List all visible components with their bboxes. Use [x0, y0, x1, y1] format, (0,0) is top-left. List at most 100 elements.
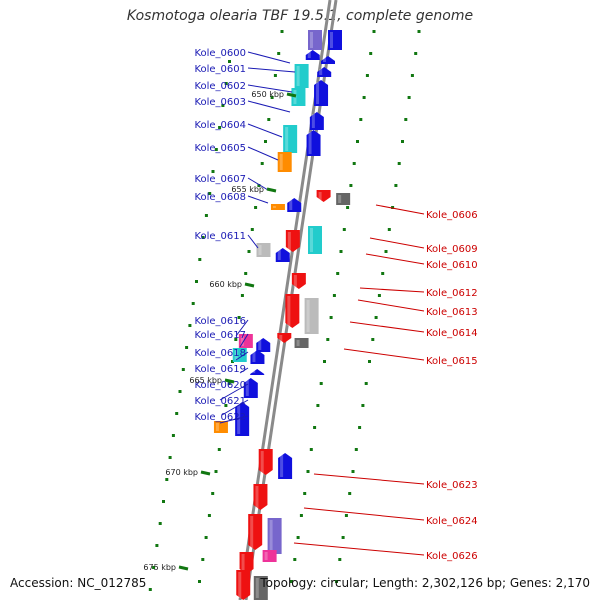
- guide-dot: [336, 272, 340, 275]
- guide-dot: [178, 390, 182, 393]
- gene-feature-highlight: [285, 127, 289, 151]
- gene-feature-highlight: [308, 132, 312, 154]
- guide-dot: [231, 360, 234, 363]
- gene-label-left: Kole_0605: [194, 143, 246, 154]
- guide-dot: [148, 588, 152, 591]
- guide-dot: [352, 162, 356, 165]
- guide-dot: [391, 206, 395, 209]
- gene-label-right: Kole_0612: [426, 288, 478, 299]
- label-leader-line: [235, 351, 249, 361]
- darkgray-gene-feature: [336, 193, 351, 205]
- guide-dot: [257, 184, 261, 187]
- guide-dot: [224, 404, 228, 407]
- gene-label-left: Kole_0619: [194, 364, 246, 375]
- red-gene-feature: [316, 190, 331, 202]
- guide-dot: [371, 338, 375, 341]
- gene-label-right: Kole_0615: [426, 356, 478, 367]
- gene-feature-highlight: [255, 578, 259, 598]
- orange-gene-feature: [270, 204, 285, 210]
- gene-feature-highlight: [272, 206, 276, 208]
- gene-feature-highlight: [252, 371, 256, 373]
- guide-dot: [319, 382, 323, 385]
- red-gene-feature: [285, 294, 300, 328]
- gene-feature-highlight: [234, 350, 238, 360]
- red-gene-feature: [239, 552, 254, 574]
- kbp-tick-mark: [244, 282, 255, 288]
- kbp-scale-label: 655 kbp: [231, 185, 264, 194]
- guide-dot: [188, 324, 192, 327]
- cyan-gene-feature: [308, 226, 322, 254]
- guide-dot: [338, 558, 342, 561]
- guide-dot: [264, 140, 267, 143]
- label-leader-line: [359, 287, 425, 293]
- blue-gene-feature: [328, 30, 342, 50]
- guide-dot: [365, 74, 369, 77]
- guide-dot: [244, 272, 248, 275]
- darkgray-gene-feature: [253, 576, 268, 600]
- guide-dot: [407, 96, 411, 99]
- guide-dot: [158, 522, 162, 525]
- guide-dot: [191, 302, 195, 305]
- blue-gene-feature: [278, 453, 293, 479]
- gene-label-left: Kole_0611: [194, 231, 246, 242]
- guide-dot: [201, 558, 205, 561]
- guide-dot: [372, 30, 376, 33]
- gene-feature-highlight: [280, 455, 284, 477]
- guide-dot: [329, 316, 333, 319]
- guide-dot: [214, 470, 218, 473]
- guide-dot: [346, 206, 350, 209]
- kbp-scale-label: 650 kbp: [251, 90, 284, 99]
- gene-label-left: Kole_0602: [194, 81, 246, 92]
- guide-dot: [273, 74, 277, 77]
- guide-dot: [335, 580, 338, 583]
- guide-dot: [207, 514, 211, 517]
- label-leader-line: [247, 84, 293, 93]
- guide-dot: [381, 272, 385, 275]
- gene-feature-highlight: [306, 300, 310, 332]
- label-leader-line: [365, 253, 425, 265]
- label-leader-line: [247, 234, 259, 249]
- gene-feature-highlight: [252, 352, 256, 362]
- guide-dot: [168, 456, 172, 459]
- label-leader-line: [247, 67, 296, 73]
- kbp-scale-label: 660 kbp: [209, 280, 242, 289]
- guide-dot: [354, 448, 358, 451]
- guide-dot: [211, 492, 215, 495]
- guide-dot: [227, 382, 231, 385]
- gene-label-left: Kole_0616: [194, 316, 246, 327]
- guide-dot: [309, 448, 313, 451]
- guide-dot: [218, 126, 222, 129]
- gene-feature-highlight: [310, 32, 313, 48]
- guide-dot: [228, 60, 231, 63]
- guide-dot: [175, 412, 179, 415]
- label-leaders: [219, 51, 425, 556]
- gene-feature-highlight: [260, 451, 264, 473]
- purple-gene-feature: [308, 30, 322, 50]
- guide-dot: [316, 404, 320, 407]
- guide-dot: [254, 206, 258, 209]
- label-leader-line: [235, 319, 249, 337]
- guide-dot: [152, 566, 156, 569]
- label-leader-line: [247, 195, 269, 204]
- pink-gene-feature: [238, 334, 253, 348]
- guide-dot: [394, 184, 398, 187]
- guide-dot: [342, 228, 346, 231]
- gene-feature-highlight: [289, 200, 293, 210]
- guide-dot: [341, 536, 345, 539]
- guide-dot: [332, 294, 336, 297]
- guide-dot: [290, 580, 293, 583]
- label-leader-line: [369, 237, 425, 249]
- guide-dot: [155, 544, 159, 547]
- gene-label-left: Kole_0617: [194, 330, 246, 341]
- scale-marks: 650 kbp 655 kbp 660 kbp 665 kbp 670 kbp 675 k…: [143, 90, 297, 572]
- guide-dot: [293, 558, 297, 561]
- guide-dot: [214, 148, 218, 151]
- guide-dot: [359, 118, 363, 121]
- gene-feature-highlight: [330, 32, 333, 48]
- guide-dot: [404, 118, 408, 121]
- guide-dot: [185, 346, 189, 349]
- guide-dot: [165, 478, 169, 481]
- gene-feature-highlight: [279, 335, 283, 341]
- guide-dot: [299, 514, 303, 517]
